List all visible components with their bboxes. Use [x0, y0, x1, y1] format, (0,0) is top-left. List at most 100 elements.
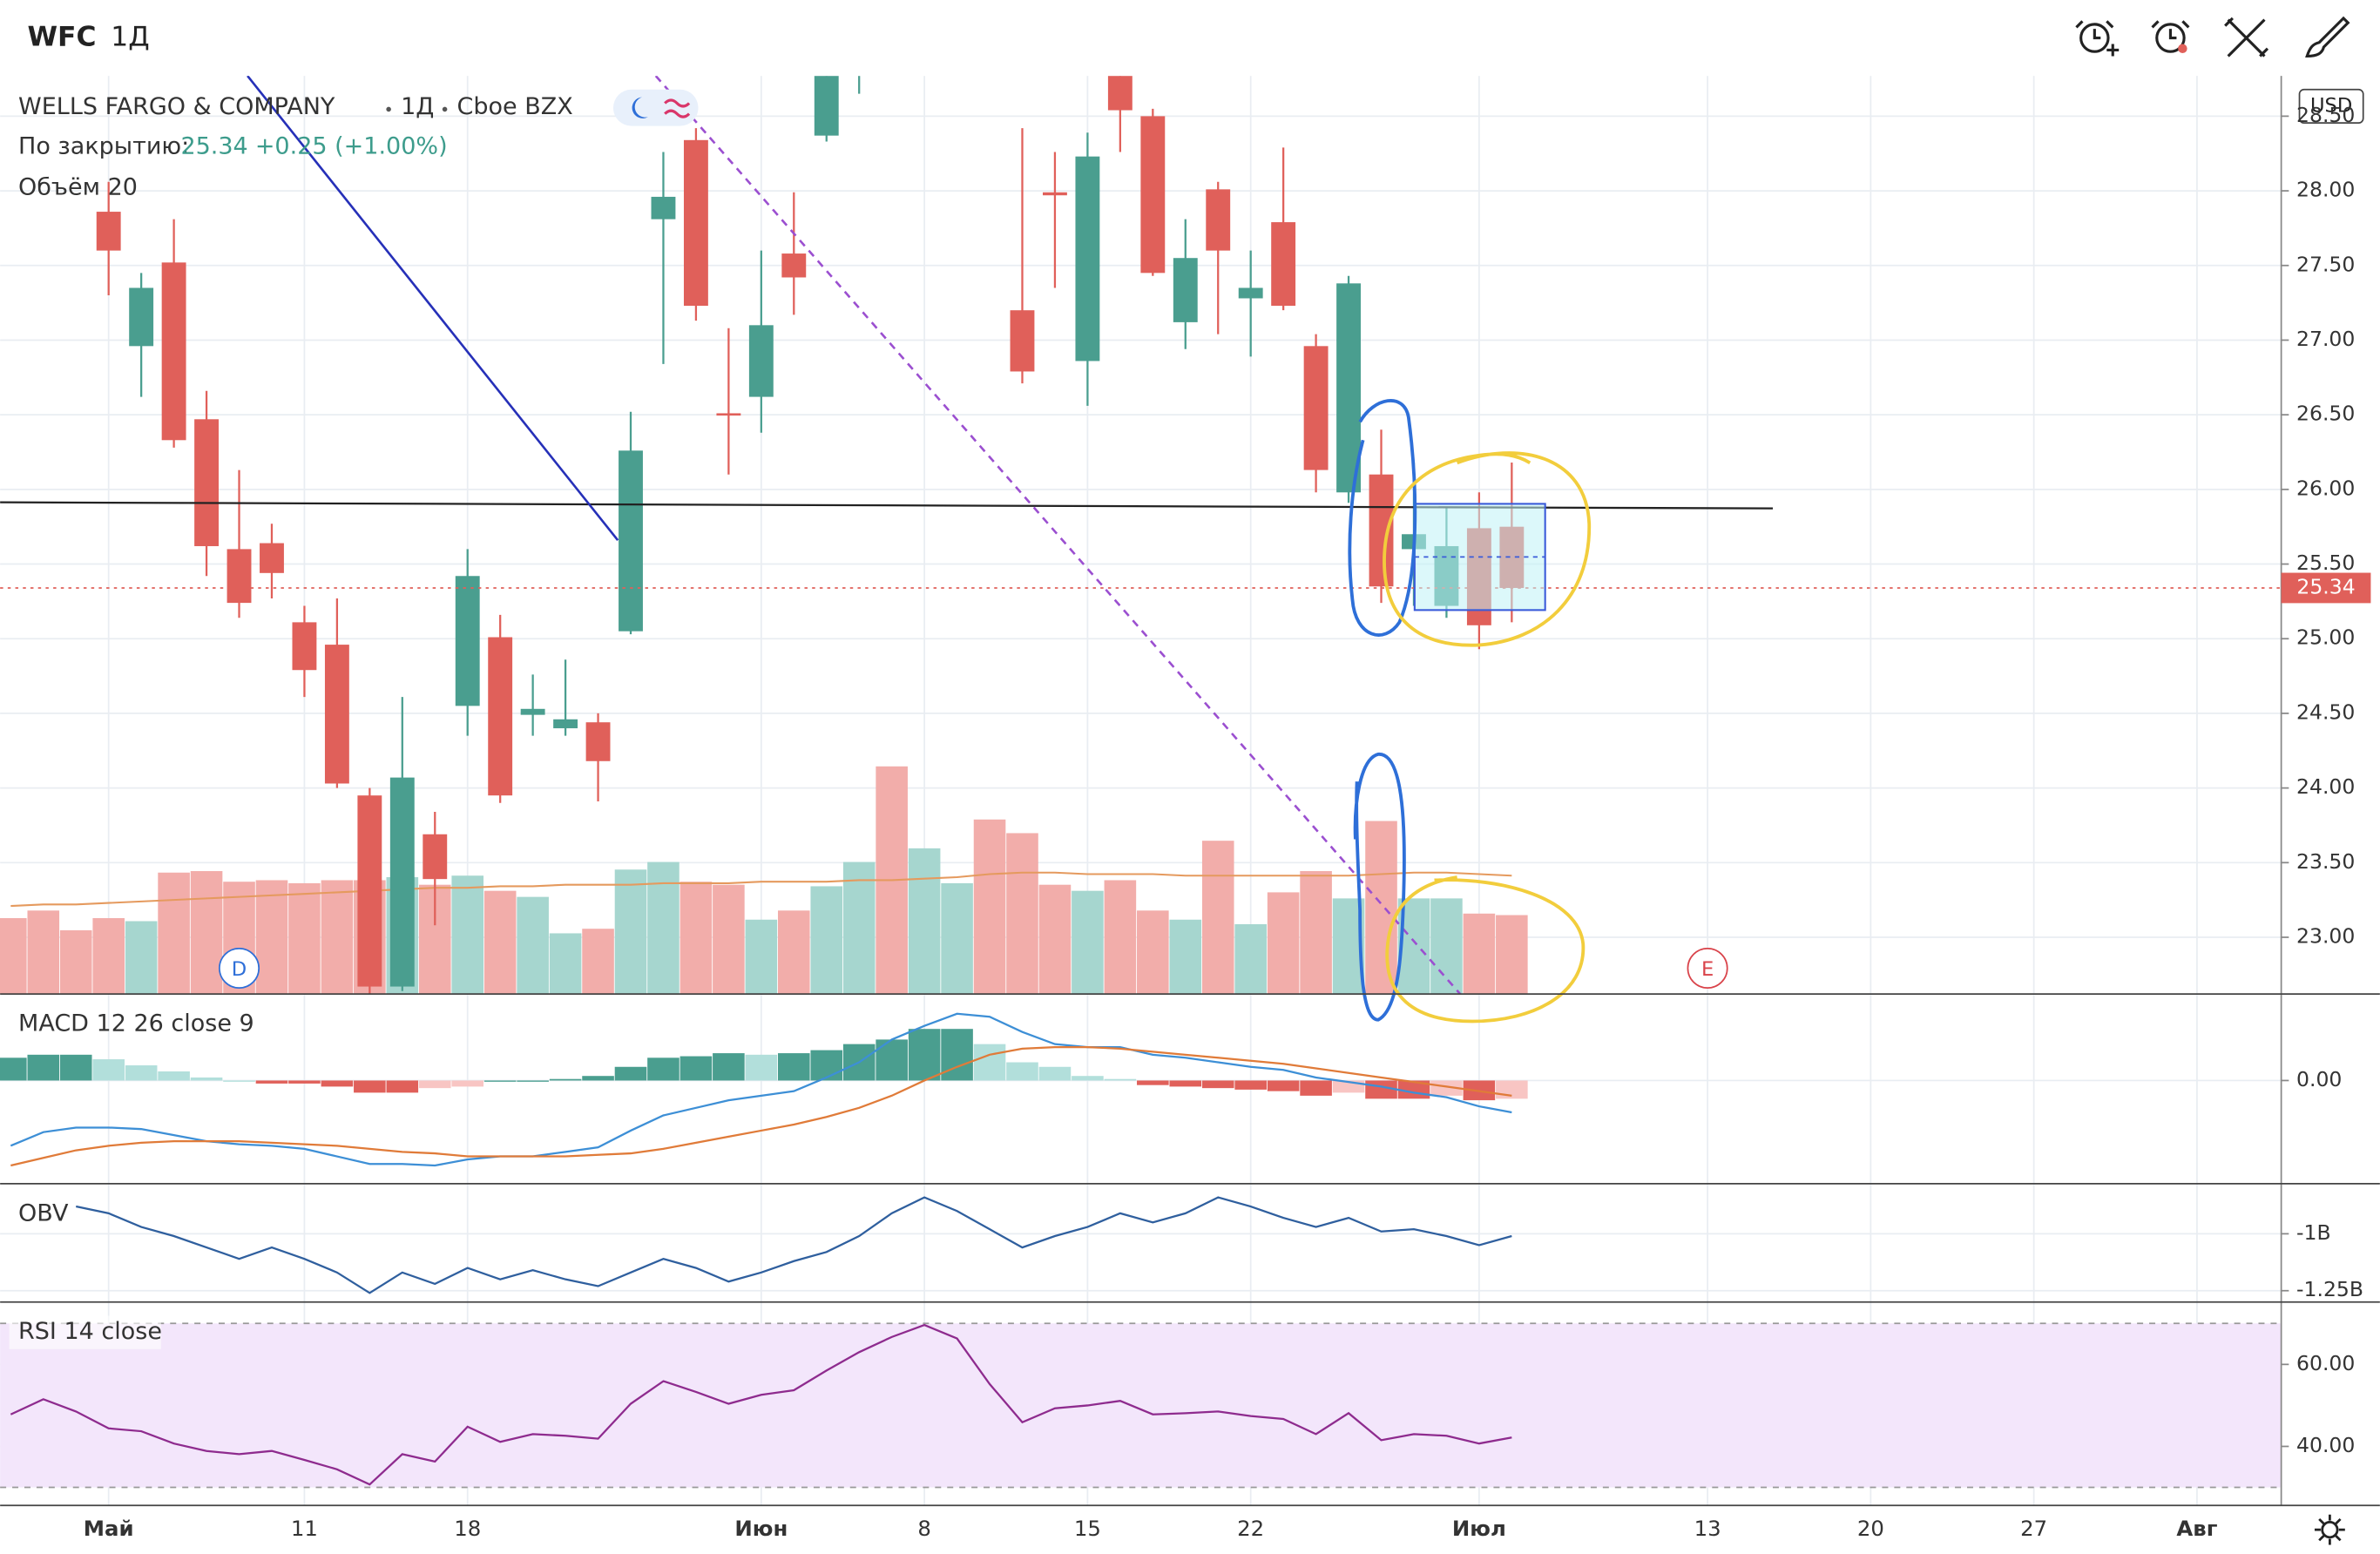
rsi-title: RSI 14 close — [18, 1318, 162, 1345]
currency-box[interactable] — [2298, 88, 2364, 124]
currency: USD — [2310, 94, 2352, 117]
candle-body — [96, 212, 121, 251]
x-tick-label: Июл — [1452, 1516, 1506, 1541]
y-tick-label: 27.50 — [2296, 252, 2355, 276]
macd-histogram-bar — [810, 1050, 843, 1081]
candle-body — [1206, 189, 1231, 251]
y-tick-label: 60.00 — [2296, 1351, 2355, 1375]
macd-histogram-bar — [517, 1080, 549, 1082]
volume-bar — [713, 884, 745, 995]
macd-histogram-bar — [125, 1065, 158, 1081]
volume-bar — [973, 819, 1006, 995]
macd-histogram-bar — [1267, 1080, 1300, 1091]
volume-bar — [321, 880, 354, 995]
alerts-icon[interactable] — [2151, 20, 2190, 53]
toolbar — [0, 0, 2380, 77]
x-tick-label: 27 — [2020, 1516, 2047, 1541]
hand-circle — [1385, 875, 1586, 1024]
y-tick-label: 26.50 — [2296, 402, 2355, 426]
volume-bar — [810, 886, 843, 995]
candle-body — [292, 622, 317, 671]
indicator-line — [76, 1196, 1512, 1294]
volume-bar — [1365, 821, 1397, 995]
grid-layer — [0, 76, 2282, 1506]
candle-body — [1271, 222, 1296, 307]
macd-histogram-bar — [451, 1080, 484, 1087]
y-tick-label: 26.00 — [2296, 476, 2355, 500]
macd-histogram-bar — [27, 1054, 60, 1081]
volume-bar — [1072, 890, 1104, 995]
x-tick-label: 15 — [1074, 1516, 1101, 1541]
hand-circle — [1348, 399, 1417, 637]
rsi-band — [0, 1323, 2282, 1488]
separator-dot — [386, 106, 391, 112]
obv-title: OBV — [18, 1199, 69, 1226]
y-tick-label: 25.50 — [2296, 551, 2355, 575]
volume-bar — [288, 882, 321, 995]
candle-body — [1173, 258, 1198, 322]
macd-histogram-bar — [255, 1080, 288, 1084]
candle-body — [1107, 76, 1133, 111]
candle-body — [814, 76, 839, 136]
candle-body — [324, 645, 349, 784]
alert-add-icon[interactable] — [2075, 20, 2120, 57]
indicator-line — [10, 1012, 1512, 1167]
macd-histogram-bar — [92, 1059, 125, 1081]
candle-body — [1075, 156, 1100, 361]
macd-histogram-bar — [321, 1080, 354, 1087]
macd-histogram-bar — [483, 1080, 517, 1082]
macd-histogram-bar — [1201, 1080, 1234, 1089]
macd-histogram-bar — [582, 1076, 614, 1081]
x-tick-label: 11 — [291, 1516, 318, 1541]
volume-bar — [59, 929, 92, 995]
candle-body — [553, 719, 578, 729]
event-label: D — [232, 958, 247, 981]
volume-bar — [1463, 913, 1496, 995]
legend-exchange: Cboe BZX — [457, 93, 573, 120]
close-change: +0.25 (+1.00%) — [255, 132, 448, 159]
volume-bar — [158, 872, 190, 995]
price-axis — [2281, 76, 2380, 1506]
trend-line[interactable] — [247, 75, 619, 542]
y-tick-label: -1B — [2296, 1220, 2331, 1245]
macd-histogram-bar — [777, 1053, 810, 1081]
candle-body — [455, 576, 480, 706]
interval[interactable]: 1Д — [111, 22, 149, 53]
candle-body — [748, 325, 774, 397]
indicator-line — [10, 1323, 1512, 1486]
candle-body — [651, 196, 676, 220]
market-icon — [632, 97, 649, 118]
candle-body — [129, 287, 154, 347]
status-pill[interactable] — [612, 89, 699, 126]
volume-bar — [255, 880, 288, 995]
macd-histogram-bar — [190, 1077, 223, 1081]
macd-title: MACD 12 26 close 9 — [18, 1010, 254, 1037]
volume-bar — [941, 882, 973, 995]
y-tick-label: -1.25B — [2296, 1277, 2363, 1301]
volume-bar — [1267, 892, 1300, 995]
volume-bar — [517, 896, 549, 995]
volume-bar — [614, 869, 647, 995]
macd-histogram-bar — [386, 1080, 419, 1093]
candle-body — [161, 262, 186, 441]
volume-bar — [1201, 841, 1234, 995]
symbol[interactable]: WFC — [27, 22, 96, 53]
macd-histogram-bar — [1006, 1062, 1038, 1081]
tools-icon[interactable] — [2224, 17, 2269, 57]
candle-body — [1336, 283, 1361, 493]
volume-label: Объём 20 — [18, 174, 138, 201]
settings-icon[interactable] — [2314, 1514, 2345, 1545]
hand-circle — [1383, 451, 1592, 647]
macd-histogram-bar — [549, 1078, 582, 1081]
candle-body — [1140, 116, 1166, 274]
last-price-tag — [2281, 572, 2371, 604]
x-tick-label: Май — [84, 1516, 134, 1541]
candle-body — [488, 637, 513, 796]
dashed-trend-line[interactable] — [654, 75, 1462, 995]
y-tick-label: 25.00 — [2296, 625, 2355, 650]
x-tick-label: Июн — [734, 1516, 788, 1541]
drawing-icon[interactable] — [2305, 16, 2350, 58]
event-label: E — [1701, 958, 1714, 981]
macd-histogram-bar — [354, 1080, 386, 1093]
